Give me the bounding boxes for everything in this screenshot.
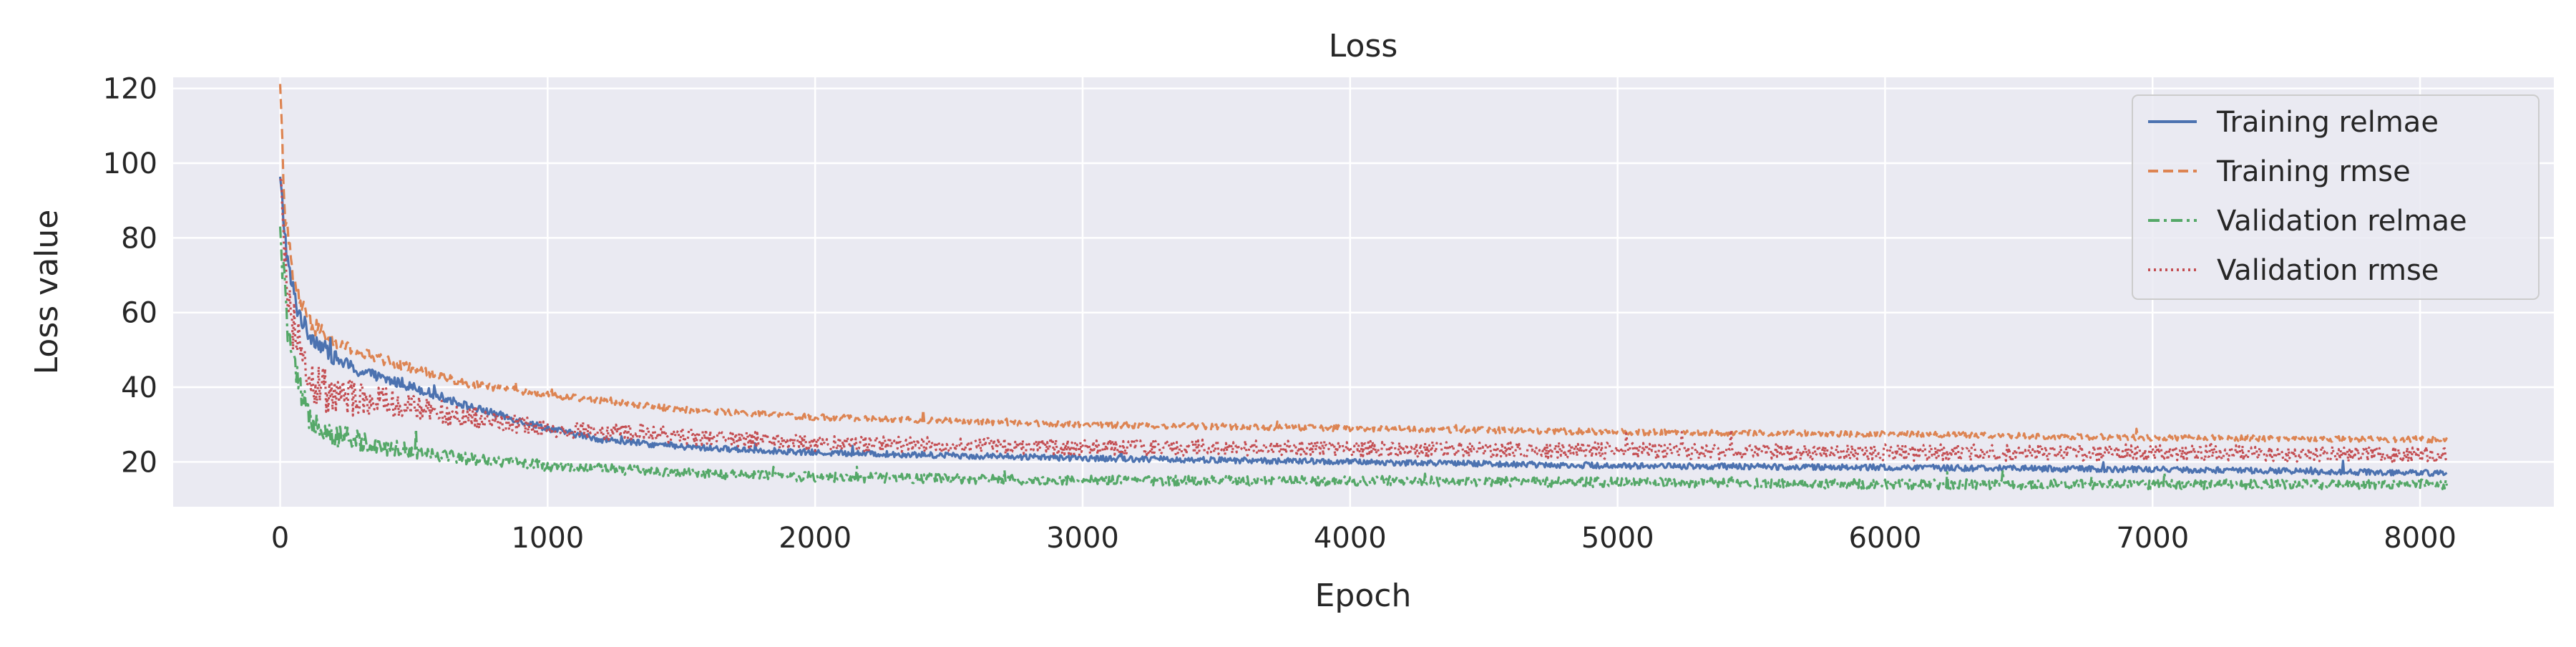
x-tick-label: 5000: [1581, 522, 1654, 555]
x-tick-label: 8000: [2384, 522, 2457, 555]
series-line: [279, 178, 2448, 464]
series-line: [278, 176, 2448, 477]
legend-entry-label: Validation relmae: [2217, 205, 2467, 238]
y-tick-label: 20: [121, 446, 157, 479]
x-tick-label: 6000: [1849, 522, 1922, 555]
x-tick-label: 4000: [1314, 522, 1387, 555]
y-tick-label: 40: [121, 371, 157, 404]
chart-title: Loss: [1329, 28, 1398, 64]
series-lines: [278, 84, 2449, 490]
x-tick-label: 2000: [779, 522, 852, 555]
x-tick-label: 0: [271, 522, 289, 555]
x-tick-label: 3000: [1046, 522, 1119, 555]
y-axis-label: Loss value: [29, 210, 65, 375]
y-tick-label: 120: [103, 73, 157, 106]
legend-frame: [2132, 94, 2540, 300]
y-tick-label: 60: [121, 297, 157, 330]
series-line: [278, 84, 2448, 444]
series-line: [278, 226, 2449, 490]
tick-labels: 0 1000 2000 3000 4000 5000 6000 7000 8000 20 40 60 8…: [103, 73, 2457, 555]
x-tick-label: 7000: [2116, 522, 2189, 555]
y-tick-label: 100: [103, 147, 157, 180]
legend-entry-label: Training rmse: [2216, 155, 2411, 188]
legend: Training relmae Training rmse Validation r…: [2132, 94, 2540, 300]
legend-entry-label: Training relmae: [2216, 106, 2439, 139]
x-tick-label: 1000: [511, 522, 584, 555]
legend-entry-label: Validation rmse: [2217, 254, 2439, 287]
x-axis-label: Epoch: [1315, 578, 1412, 614]
y-tick-label: 80: [121, 222, 157, 255]
